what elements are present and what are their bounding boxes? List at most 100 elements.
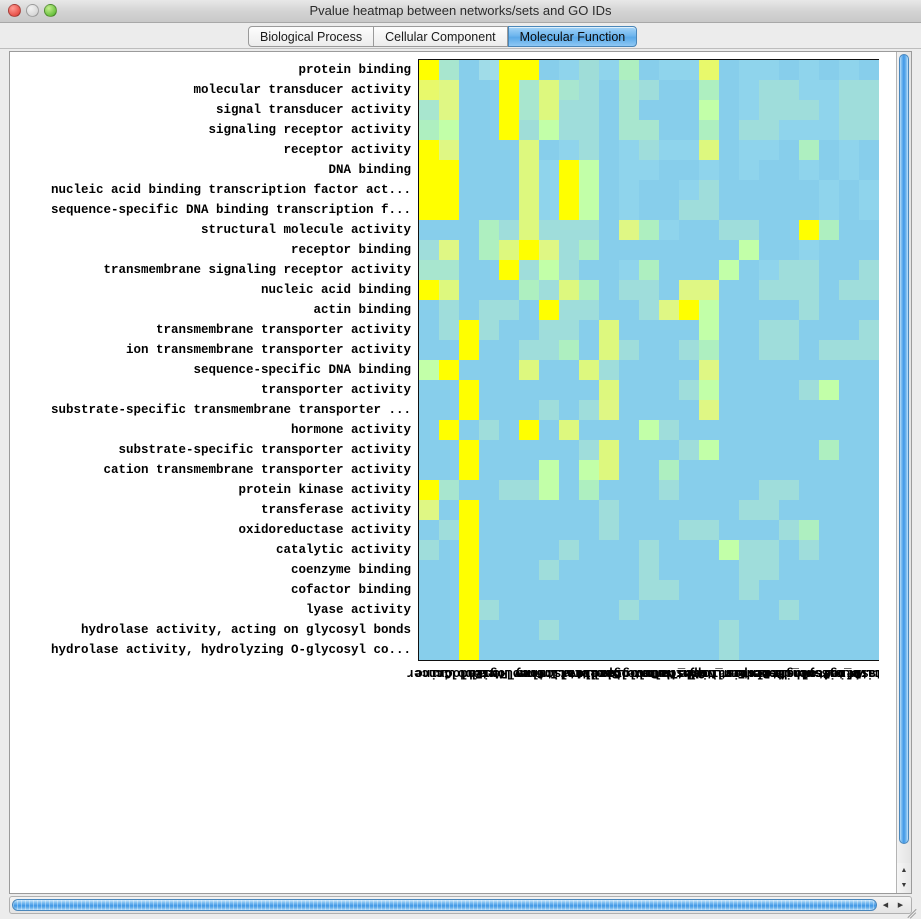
heatmap-cell[interactable] xyxy=(479,540,499,560)
heatmap-cell[interactable] xyxy=(739,60,759,80)
heatmap-cell[interactable] xyxy=(539,120,559,140)
heatmap-cell[interactable] xyxy=(799,540,819,560)
heatmap-cell[interactable] xyxy=(779,560,799,580)
heatmap-cell[interactable] xyxy=(739,200,759,220)
heatmap-cell[interactable] xyxy=(859,280,879,300)
scroll-right-icon[interactable]: ▶ xyxy=(897,902,904,909)
heatmap-cell[interactable] xyxy=(419,640,439,660)
heatmap-cell[interactable] xyxy=(799,300,819,320)
heatmap-cell[interactable] xyxy=(439,220,459,240)
heatmap-cell[interactable] xyxy=(659,600,679,620)
heatmap-cell[interactable] xyxy=(639,220,659,240)
heatmap-cell[interactable] xyxy=(499,280,519,300)
heatmap-cell[interactable] xyxy=(499,160,519,180)
heatmap-cell[interactable] xyxy=(859,260,879,280)
heatmap-cell[interactable] xyxy=(759,340,779,360)
heatmap-cell[interactable] xyxy=(759,580,779,600)
heatmap-cell[interactable] xyxy=(579,520,599,540)
heatmap-cell[interactable] xyxy=(739,520,759,540)
heatmap-cell[interactable] xyxy=(739,500,759,520)
heatmap-cell[interactable] xyxy=(479,620,499,640)
heatmap-cell[interactable] xyxy=(719,420,739,440)
heatmap-cell[interactable] xyxy=(499,340,519,360)
heatmap-cell[interactable] xyxy=(579,560,599,580)
heatmap-cell[interactable] xyxy=(799,580,819,600)
heatmap-cell[interactable] xyxy=(859,600,879,620)
heatmap-cell[interactable] xyxy=(439,620,459,640)
heatmap-cell[interactable] xyxy=(679,560,699,580)
maximize-button[interactable] xyxy=(44,4,57,17)
heatmap-cell[interactable] xyxy=(519,620,539,640)
heatmap-cell[interactable] xyxy=(439,480,459,500)
heatmap-cell[interactable] xyxy=(659,560,679,580)
heatmap-cell[interactable] xyxy=(539,260,559,280)
heatmap-cell[interactable] xyxy=(839,160,859,180)
heatmap-cell[interactable] xyxy=(719,540,739,560)
heatmap-cell[interactable] xyxy=(559,560,579,580)
heatmap-cell[interactable] xyxy=(679,580,699,600)
heatmap-cell[interactable] xyxy=(559,540,579,560)
heatmap-cell[interactable] xyxy=(679,220,699,240)
heatmap-cell[interactable] xyxy=(679,180,699,200)
heatmap-cell[interactable] xyxy=(739,640,759,660)
heatmap-cell[interactable] xyxy=(439,460,459,480)
heatmap-cell[interactable] xyxy=(839,240,859,260)
heatmap-cell[interactable] xyxy=(479,400,499,420)
heatmap-cell[interactable] xyxy=(779,380,799,400)
heatmap-cell[interactable] xyxy=(839,200,859,220)
heatmap-cell[interactable] xyxy=(799,200,819,220)
heatmap-cell[interactable] xyxy=(599,80,619,100)
heatmap-cell[interactable] xyxy=(679,120,699,140)
heatmap-cell[interactable] xyxy=(839,220,859,240)
heatmap-cell[interactable] xyxy=(419,100,439,120)
heatmap-cell[interactable] xyxy=(839,140,859,160)
heatmap-cell[interactable] xyxy=(519,320,539,340)
heatmap-cell[interactable] xyxy=(579,140,599,160)
heatmap-cell[interactable] xyxy=(519,280,539,300)
heatmap-cell[interactable] xyxy=(839,280,859,300)
heatmap-cell[interactable] xyxy=(779,620,799,640)
heatmap-cell[interactable] xyxy=(859,60,879,80)
heatmap-cell[interactable] xyxy=(739,80,759,100)
heatmap-cell[interactable] xyxy=(799,160,819,180)
heatmap-cell[interactable] xyxy=(779,200,799,220)
heatmap-cell[interactable] xyxy=(679,300,699,320)
heatmap-cell[interactable] xyxy=(599,480,619,500)
heatmap-cell[interactable] xyxy=(439,300,459,320)
heatmap-cell[interactable] xyxy=(519,80,539,100)
heatmap-cell[interactable] xyxy=(699,540,719,560)
heatmap-cell[interactable] xyxy=(659,60,679,80)
heatmap-cell[interactable] xyxy=(819,640,839,660)
heatmap-cell[interactable] xyxy=(719,160,739,180)
heatmap-cell[interactable] xyxy=(679,240,699,260)
heatmap-cell[interactable] xyxy=(719,60,739,80)
heatmap-cell[interactable] xyxy=(659,380,679,400)
heatmap-cell[interactable] xyxy=(439,180,459,200)
heatmap-cell[interactable] xyxy=(659,100,679,120)
heatmap-cell[interactable] xyxy=(659,180,679,200)
heatmap-cell[interactable] xyxy=(659,540,679,560)
heatmap-cell[interactable] xyxy=(619,300,639,320)
heatmap-cell[interactable] xyxy=(599,540,619,560)
heatmap-cell[interactable] xyxy=(779,180,799,200)
heatmap-cell[interactable] xyxy=(459,380,479,400)
heatmap-cell[interactable] xyxy=(799,60,819,80)
heatmap-cell[interactable] xyxy=(539,160,559,180)
heatmap-cell[interactable] xyxy=(559,200,579,220)
heatmap-cell[interactable] xyxy=(439,240,459,260)
heatmap-cell[interactable] xyxy=(419,140,439,160)
heatmap-cell[interactable] xyxy=(799,620,819,640)
heatmap-cell[interactable] xyxy=(539,540,559,560)
heatmap-cell[interactable] xyxy=(819,140,839,160)
heatmap-cell[interactable] xyxy=(659,420,679,440)
heatmap-cell[interactable] xyxy=(619,60,639,80)
heatmap-cell[interactable] xyxy=(479,520,499,540)
heatmap-cell[interactable] xyxy=(459,400,479,420)
heatmap-cell[interactable] xyxy=(719,400,739,420)
heatmap-cell[interactable] xyxy=(539,580,559,600)
heatmap-cell[interactable] xyxy=(659,340,679,360)
heatmap-cell[interactable] xyxy=(479,480,499,500)
heatmap-cell[interactable] xyxy=(819,100,839,120)
heatmap-cell[interactable] xyxy=(819,580,839,600)
heatmap-cell[interactable] xyxy=(419,500,439,520)
